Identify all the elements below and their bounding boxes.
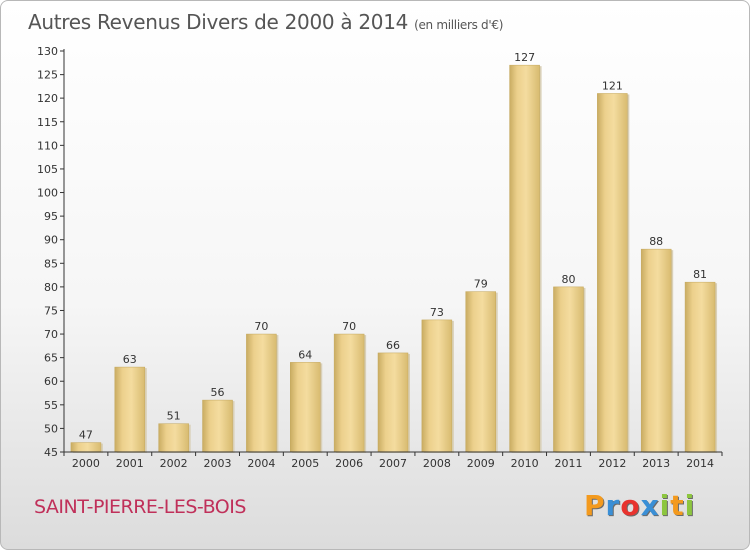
y-tick-label: 120 bbox=[37, 92, 58, 105]
data-label-2006: 70 bbox=[342, 320, 356, 333]
chart-title: Autres Revenus Divers de 2000 à 2014 (en … bbox=[28, 10, 503, 34]
x-tick-label: 2004 bbox=[247, 457, 275, 470]
data-label-2008: 73 bbox=[430, 306, 444, 319]
y-tick-label: 90 bbox=[44, 234, 58, 247]
x-tick-label: 2000 bbox=[72, 457, 100, 470]
axes-group: 2000 2001 2002 2003 2004 2005 2006 2007 2008 2009… bbox=[37, 45, 723, 470]
y-tick-label: 125 bbox=[37, 69, 58, 82]
logo-letter: r bbox=[605, 489, 621, 522]
data-label-2003: 56 bbox=[211, 386, 225, 399]
y-tick-label: 45 bbox=[44, 446, 58, 459]
y-tick-label: 70 bbox=[44, 328, 58, 341]
x-tick-label: 2014 bbox=[686, 457, 714, 470]
x-tick-label: 2012 bbox=[598, 457, 626, 470]
bar-2012 bbox=[597, 93, 628, 453]
y-tick-label: 65 bbox=[44, 352, 58, 365]
bar-2003 bbox=[202, 399, 233, 453]
bar-2008 bbox=[421, 319, 453, 453]
logo-letter: t bbox=[670, 489, 685, 522]
y-tick-label: 85 bbox=[44, 257, 58, 270]
x-tick-label: 2011 bbox=[554, 457, 582, 470]
data-label-2013: 88 bbox=[649, 235, 663, 248]
bars-group: 47 63 51 56 70 64 70 66 73 79 127 80 121 88 81 bbox=[70, 51, 718, 453]
proxiti-logo: Proxiti bbox=[584, 489, 695, 522]
logo-letter: x bbox=[640, 489, 660, 522]
data-label-2001: 63 bbox=[123, 353, 137, 366]
x-tick-label: 2006 bbox=[335, 457, 363, 470]
bar-2013 bbox=[640, 248, 672, 453]
data-label-2014: 81 bbox=[693, 268, 707, 281]
x-tick-label: 2009 bbox=[467, 457, 495, 470]
y-tick-label: 110 bbox=[37, 139, 58, 152]
x-tick-label: 2001 bbox=[116, 457, 144, 470]
y-tick-label: 50 bbox=[44, 422, 58, 435]
data-label-2012: 121 bbox=[602, 79, 623, 92]
bar-2004 bbox=[246, 333, 277, 453]
data-label-2007: 66 bbox=[386, 339, 400, 352]
bar-2011 bbox=[553, 286, 584, 453]
logo-letter: o bbox=[620, 489, 641, 522]
logo-letter: P bbox=[584, 489, 606, 522]
bar-2005 bbox=[290, 362, 321, 453]
x-tick-label: 2007 bbox=[379, 457, 407, 470]
bar-2000 bbox=[70, 442, 102, 453]
chart-subtitle: (en milliers d'€) bbox=[414, 18, 504, 32]
bar-2006 bbox=[333, 333, 365, 453]
data-label-2005: 64 bbox=[298, 348, 312, 361]
x-tick-label: 2005 bbox=[291, 457, 319, 470]
y-tick-label: 130 bbox=[37, 45, 58, 58]
y-tick-label: 100 bbox=[37, 187, 58, 200]
x-tick-label: 2013 bbox=[642, 457, 670, 470]
bar-2007 bbox=[377, 352, 409, 453]
x-tick-label: 2002 bbox=[160, 457, 188, 470]
y-tick-label: 95 bbox=[44, 210, 58, 223]
bar-2010 bbox=[509, 64, 540, 453]
logo-letter: i bbox=[684, 489, 696, 522]
data-label-2009: 79 bbox=[474, 278, 488, 291]
bar-2001 bbox=[114, 366, 146, 453]
bar-2009 bbox=[465, 291, 496, 453]
y-tick-label: 60 bbox=[44, 375, 58, 388]
data-label-2002: 51 bbox=[167, 410, 181, 423]
y-tick-label: 55 bbox=[44, 399, 58, 412]
bar-2002 bbox=[158, 423, 189, 453]
data-label-2000: 47 bbox=[79, 429, 93, 442]
chart-title-text: Autres Revenus Divers de 2000 à 2014 bbox=[28, 10, 409, 34]
logo-letter: i bbox=[659, 489, 671, 522]
y-tick-label: 80 bbox=[44, 281, 58, 294]
y-tick-label: 75 bbox=[44, 304, 58, 317]
x-tick-label: 2003 bbox=[204, 457, 232, 470]
place-name: SAINT-PIERRE-LES-BOIS bbox=[34, 496, 246, 518]
data-label-2010: 127 bbox=[514, 51, 535, 64]
y-tick-label: 105 bbox=[37, 163, 58, 176]
x-tick-label: 2010 bbox=[511, 457, 539, 470]
data-label-2004: 70 bbox=[254, 320, 268, 333]
data-label-2011: 80 bbox=[561, 273, 575, 286]
y-tick-label: 115 bbox=[37, 116, 58, 129]
bar-2014 bbox=[684, 281, 716, 453]
x-tick-label: 2008 bbox=[423, 457, 451, 470]
